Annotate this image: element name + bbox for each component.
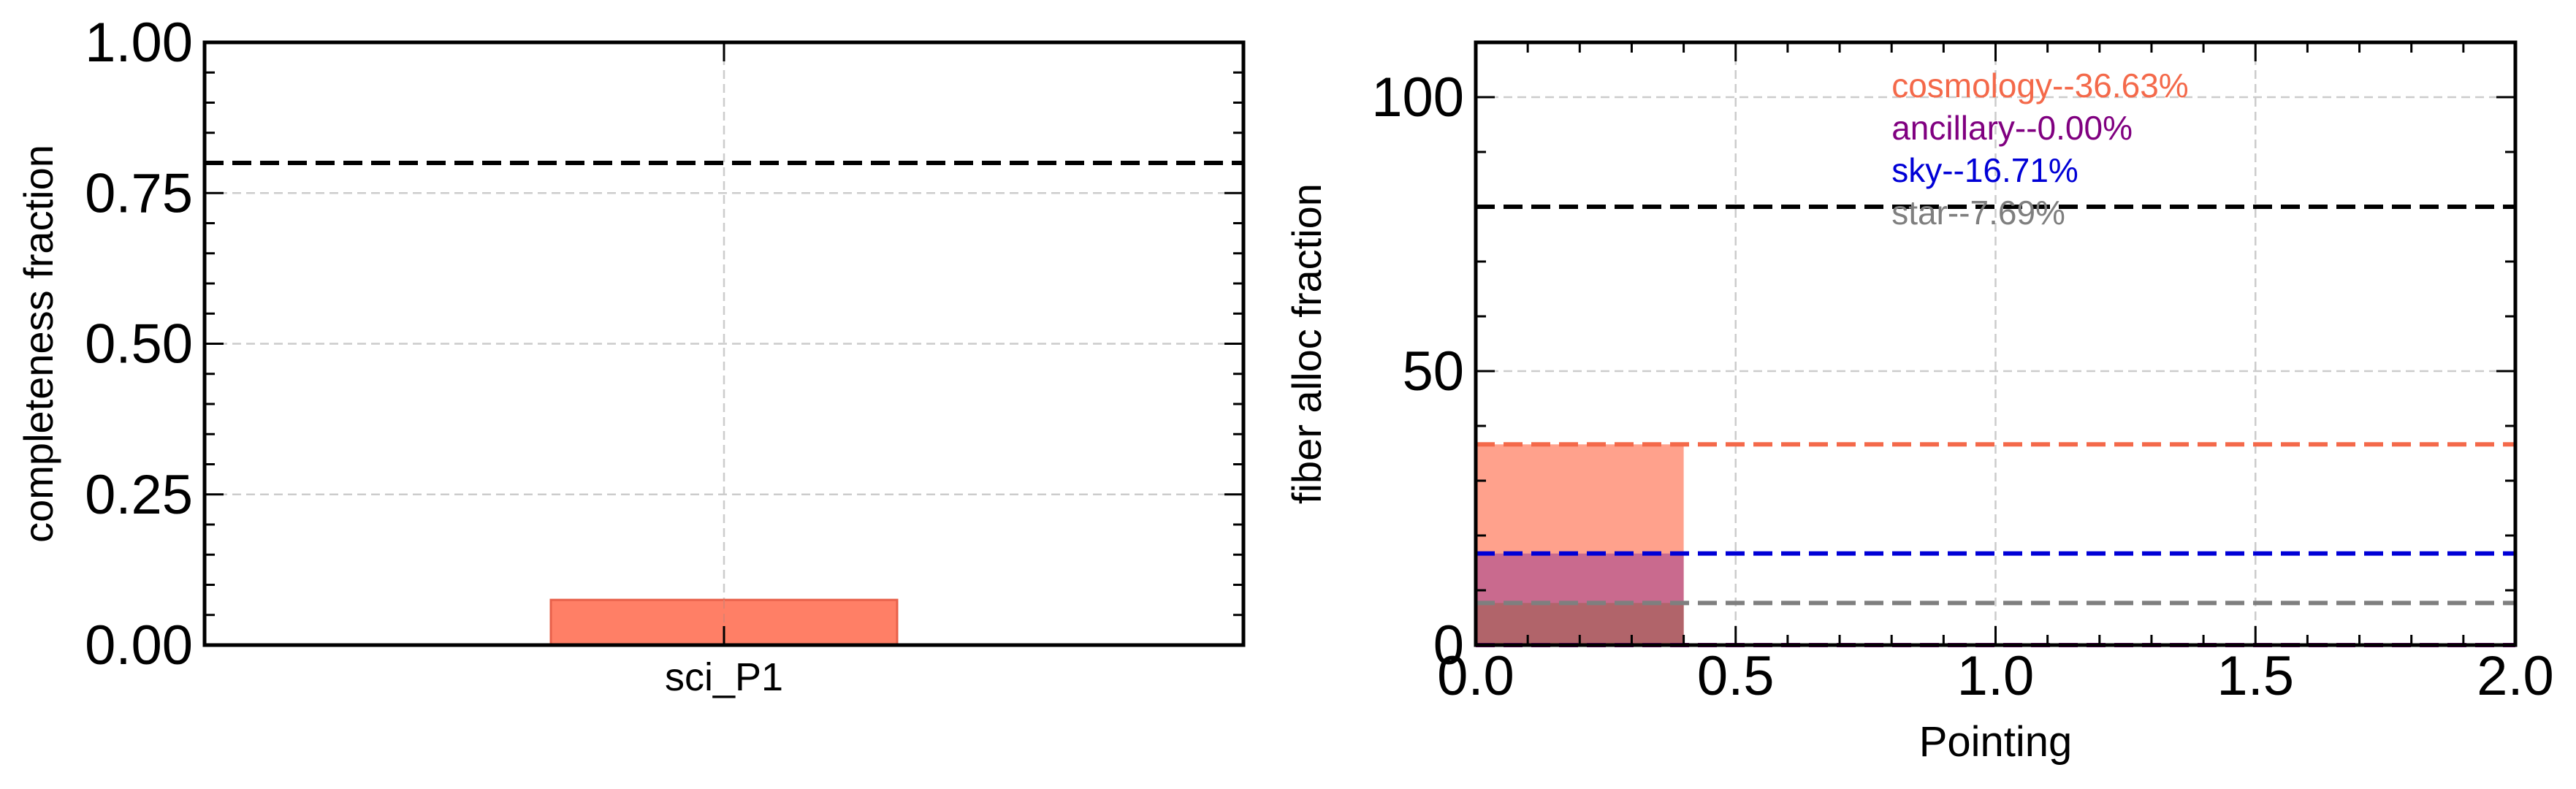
right-x-tick-label: 2.0: [2477, 645, 2554, 707]
right-y-tick-label: 50: [1402, 340, 1464, 403]
left-y-tick-label: 0.50: [85, 313, 193, 376]
right-x-tick-label: 1.5: [2217, 645, 2294, 707]
left-x-tick-label: sci_P1: [665, 655, 783, 699]
fiber-alloc-chart: 0 50 100 0.0 0.5 1.0 1.5 2.0 cosmology--36.63%…: [1284, 40, 2554, 766]
right-x-tick-label: 1.0: [1957, 645, 2035, 707]
left-plot-frame: [202, 40, 1246, 647]
legend-entry-3: star--7.69%: [1891, 194, 2065, 232]
left-grid: [205, 42, 1243, 645]
left-y-axis-label: completeness fraction: [15, 145, 61, 543]
left-x-tick-labels: sci_P1: [665, 655, 783, 699]
right-y-axis-label: fiber alloc fraction: [1284, 183, 1330, 504]
right-x-axis-label: Pointing: [1919, 718, 2073, 766]
right-legend: cosmology--36.63% ancillary--0.00% sky--16…: [1891, 66, 2189, 232]
left-y-tick-label: 1.00: [85, 12, 193, 74]
right-y-tick-label: 100: [1371, 66, 1464, 129]
right-x-tick-label: 0.5: [1697, 645, 1775, 707]
right-x-tick-labels: 0.0 0.5 1.0 1.5 2.0: [1437, 645, 2554, 707]
right-plot-frame: [1474, 40, 2518, 647]
legend-entry-2: sky--16.71%: [1891, 151, 2078, 189]
legend-entry-0: cosmology--36.63%: [1891, 66, 2189, 104]
left-y-tick-labels: 0.00 0.25 0.50 0.75 1.00: [85, 12, 193, 676]
left-y-tick-label: 0.00: [85, 614, 193, 676]
right-x-tick-label: 0.0: [1437, 645, 1514, 707]
legend-entry-1: ancillary--0.00%: [1891, 109, 2133, 147]
right-y-tick-label: 0: [1433, 614, 1464, 676]
completeness-chart: 0.00 0.25 0.50 0.75 1.00 sci_P1 completeness…: [15, 12, 1246, 699]
right-y-tick-labels: 0 50 100: [1371, 66, 1464, 676]
right-grid: [1476, 42, 2515, 645]
left-y-tick-label: 0.75: [85, 162, 193, 224]
right-bars: [1476, 444, 1684, 645]
left-y-tick-label: 0.25: [85, 464, 193, 526]
